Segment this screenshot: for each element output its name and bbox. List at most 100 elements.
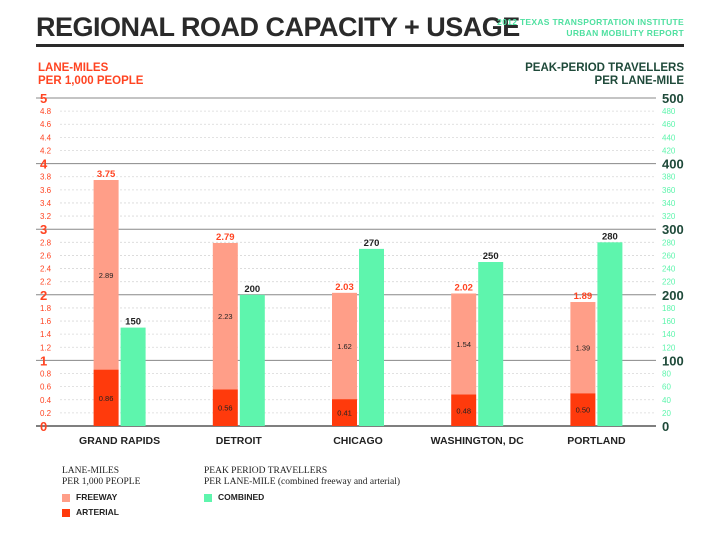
right-minor-tick-label: 340 [662, 199, 676, 208]
bar-freeway [332, 292, 357, 400]
right-major-tick-label: 200 [662, 288, 684, 303]
right-major-tick-label: 300 [662, 222, 684, 237]
left-major-tick-label: 0 [40, 419, 47, 434]
left-minor-tick-label: 3.8 [40, 173, 52, 182]
left-minor-tick-label: 0.6 [40, 383, 52, 392]
category-label: WASHINGTON, DC [431, 435, 525, 447]
right-minor-tick-label: 460 [662, 120, 676, 129]
legend-lane-miles-title-line-2: PER 1,000 PEOPLE [62, 477, 141, 487]
title-rule [36, 44, 684, 47]
left-major-tick-label: 5 [40, 91, 47, 106]
right-axis-title-line-2: PER LANE-MILE [594, 75, 684, 87]
left-major-tick-label: 2 [40, 288, 47, 303]
left-minor-tick-label: 1.8 [40, 304, 52, 313]
right-major-tick-label: 100 [662, 353, 684, 368]
right-major-tick-label: 500 [662, 91, 684, 106]
left-minor-tick-label: 0.2 [40, 409, 52, 418]
data-label-combined: 270 [364, 238, 380, 249]
data-label-freeway: 1.54 [456, 340, 471, 349]
left-minor-tick-label: 2.2 [40, 278, 52, 287]
bar-combined [597, 242, 623, 426]
left-minor-tick-label: 2.4 [40, 265, 52, 274]
right-minor-tick-label: 60 [662, 383, 671, 392]
right-major-tick-label: 0 [662, 419, 669, 434]
right-minor-tick-label: 140 [662, 330, 676, 339]
bar-arterial [212, 389, 238, 426]
data-label-freeway: 2.89 [99, 271, 114, 280]
right-minor-tick-label: 320 [662, 212, 676, 221]
left-minor-tick-label: 3.2 [40, 212, 52, 221]
data-label-arterial: 0.86 [99, 394, 114, 403]
source-note: 2012 TEXAS TRANSPORTATION INSTITUTE URBA… [497, 17, 684, 39]
left-minor-tick-label: 1.2 [40, 343, 52, 352]
left-minor-tick-label: 3.4 [40, 199, 52, 208]
legend-lane-miles-title: LANE-MILES PER 1,000 PEOPLE [62, 466, 140, 488]
bar-arterial [570, 393, 596, 426]
bar-combined [239, 294, 265, 426]
data-label-combined: 280 [602, 231, 618, 242]
right-minor-tick-label: 380 [662, 173, 676, 182]
right-major-tick-label: 400 [662, 157, 684, 172]
right-minor-tick-label: 40 [662, 396, 671, 405]
source-line-1: 2012 TEXAS TRANSPORTATION INSTITUTE [497, 17, 684, 27]
left-minor-tick-label: 2.8 [40, 238, 52, 247]
category-label: PORTLAND [567, 435, 626, 447]
left-minor-tick-label: 1.4 [40, 330, 52, 339]
right-axis-title-line-1: PEAK-PERIOD TRAVELLERS [525, 62, 684, 74]
left-minor-tick-label: 4.4 [40, 133, 52, 142]
left-minor-tick-label: 0.8 [40, 370, 52, 379]
data-label-arterial: 0.48 [456, 406, 471, 415]
bar-combined [120, 327, 146, 426]
bar-arterial [93, 369, 119, 426]
legend-label-arterial: ARTERIAL [76, 507, 119, 517]
data-label-total: 1.89 [574, 291, 593, 302]
left-major-tick-label: 3 [40, 222, 47, 237]
data-label-total: 2.79 [216, 232, 235, 243]
legend-travellers-title: PEAK PERIOD TRAVELLERS PER LANE-MILE (co… [204, 466, 400, 488]
category-label: GRAND RAPIDS [79, 435, 160, 447]
left-axis-title-line-1: LANE-MILES [38, 62, 109, 74]
right-minor-tick-label: 180 [662, 304, 676, 313]
legend-swatch-combined [204, 493, 212, 502]
category-label: DETROIT [216, 435, 263, 447]
right-minor-tick-label: 480 [662, 107, 676, 116]
right-minor-tick-label: 20 [662, 409, 671, 418]
legend-item-arterial: ARTERIAL [62, 507, 140, 518]
left-minor-tick-label: 3.6 [40, 186, 52, 195]
legend-label-freeway: FREEWAY [76, 492, 118, 502]
right-minor-tick-label: 240 [662, 265, 676, 274]
left-minor-tick-label: 1.6 [40, 317, 52, 326]
right-minor-tick-label: 440 [662, 133, 676, 142]
left-axis-title: LANE-MILES PER 1,000 PEOPLE [38, 62, 143, 88]
bar-freeway [212, 242, 238, 390]
bar-arterial [332, 399, 357, 426]
legend-item-combined: COMBINED [204, 492, 400, 503]
data-label-total: 3.75 [97, 169, 116, 180]
left-minor-tick-label: 4.8 [40, 107, 52, 116]
bar-arterial [451, 394, 477, 426]
right-minor-tick-label: 120 [662, 343, 676, 352]
legend-label-combined: COMBINED [218, 492, 265, 502]
bar-combined [359, 248, 384, 426]
right-minor-tick-label: 360 [662, 186, 676, 195]
data-label-total: 2.02 [454, 282, 473, 293]
data-label-combined: 150 [125, 317, 141, 328]
data-label-arterial: 0.56 [218, 404, 233, 413]
left-axis-title-line-2: PER 1,000 PEOPLE [38, 75, 144, 87]
legend-lane-miles-title-line-1: LANE-MILES [62, 466, 119, 476]
data-label-total: 2.03 [335, 282, 354, 293]
right-minor-tick-label: 220 [662, 278, 676, 287]
legend-swatch-arterial [62, 508, 70, 517]
left-major-tick-label: 1 [40, 353, 47, 368]
legend-swatch-freeway [62, 493, 70, 502]
legend-travellers: PEAK PERIOD TRAVELLERS PER LANE-MILE (co… [204, 466, 400, 503]
left-minor-tick-label: 4.6 [40, 120, 52, 129]
left-minor-tick-label: 4.2 [40, 146, 52, 155]
right-minor-tick-label: 80 [662, 370, 671, 379]
right-minor-tick-label: 160 [662, 317, 676, 326]
legend-lane-miles: LANE-MILES PER 1,000 PEOPLE FREEWAY ARTE… [62, 466, 140, 518]
right-axis-title: PEAK-PERIOD TRAVELLERS PER LANE-MILE [525, 62, 684, 88]
category-label: CHICAGO [333, 435, 383, 447]
data-label-freeway: 2.23 [218, 312, 233, 321]
